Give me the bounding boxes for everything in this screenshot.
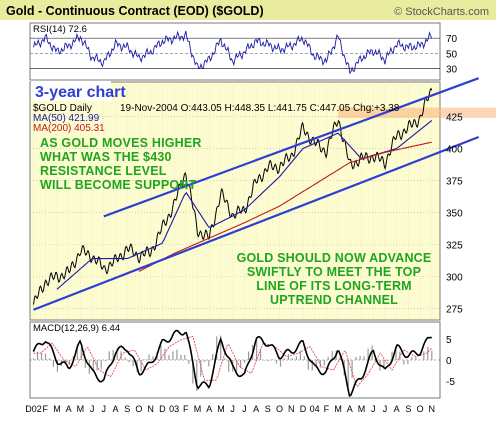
channel-upper-line (103, 77, 480, 218)
resistance-zone-band (338, 107, 496, 118)
x-tick-label: J (90, 404, 95, 414)
x-tick-label: J (102, 404, 107, 414)
ma50-legend: MA(50) 421.99 (33, 113, 100, 124)
rsi-line (33, 30, 433, 75)
chart-title: Gold - Continuous Contract (EOD) ($GOLD) (6, 4, 264, 18)
advance-annotation-line: SWIFTLY TO MEET THE TOP (247, 265, 421, 279)
x-tick-label: N (147, 404, 154, 414)
price-tick-label: 375 (446, 177, 463, 188)
support-annotation: AS GOLD MOVES HIGHER WHAT WAS THE $430 R… (40, 136, 202, 192)
x-tick-label: J (383, 404, 388, 414)
support-annotation-line: WILL BECOME SUPPORT (40, 178, 197, 192)
x-tick-label: S (405, 404, 411, 414)
x-tick-label: N (288, 404, 295, 414)
x-tick-label: F (42, 404, 48, 414)
advance-annotation-line: UPTREND CHANNEL (270, 293, 398, 307)
rsi-tick-label: 30 (446, 65, 458, 76)
rsi-tick-label: 50 (446, 49, 458, 60)
x-tick-label: M (53, 404, 61, 414)
x-tick-label: J (371, 404, 376, 414)
macd-tick-label: -5 (446, 377, 455, 388)
x-tick-label: M (334, 404, 342, 414)
x-tick-label: A (206, 404, 212, 414)
x-tick-label: J (230, 404, 235, 414)
x-tick-label: D02 (25, 404, 42, 414)
x-tick-label: D (159, 404, 166, 414)
x-tick-label: O (276, 404, 283, 414)
x-tick-label: S (124, 404, 130, 414)
macd-tick-label: 0 (446, 356, 452, 367)
price-tick-label: 350 (446, 209, 463, 220)
rsi-panel (29, 22, 441, 81)
x-tick-label: M (217, 404, 225, 414)
x-tick-label: O (135, 404, 142, 414)
x-tick-label: D (300, 404, 307, 414)
support-annotation-line: AS GOLD MOVES HIGHER (40, 136, 202, 150)
macd-label: MACD(12,26,9) 6.44 (33, 323, 120, 334)
price-plot (33, 87, 433, 305)
rsi-tick-label: 70 (446, 34, 458, 45)
x-tick-label: 03 (169, 404, 179, 414)
advance-annotation: GOLD SHOULD NOW ADVANCE SWIFTLY TO MEET … (237, 251, 432, 307)
price-grid (30, 82, 440, 320)
x-tick-label: F (183, 404, 189, 414)
macd-tick-label: 5 (446, 335, 452, 346)
advance-annotation-line: LINE OF ITS LONG-TERM (256, 279, 412, 293)
macd-line (32, 329, 432, 398)
macd-signal-line (33, 335, 433, 387)
x-tick-label: 04 (310, 404, 320, 414)
x-tick-label: O (417, 404, 424, 414)
price-tick-label: 300 (446, 272, 463, 283)
ma200-line (138, 141, 432, 272)
price-tick-label: 325 (446, 241, 463, 252)
x-tick-label: A (66, 404, 72, 414)
rsi-label: RSI(14) 72.6 (33, 24, 87, 35)
support-annotation-line: WHAT WAS THE $430 (40, 150, 172, 164)
support-annotation-line: RESISTANCE LEVEL (40, 164, 167, 178)
advance-annotation-line: GOLD SHOULD NOW ADVANCE (237, 251, 432, 265)
resistance-zone (338, 107, 496, 118)
x-tick-label: M (194, 404, 202, 414)
x-tick-label: A (113, 404, 119, 414)
x-tick-label: A (347, 404, 353, 414)
channel-lower-line (33, 135, 480, 311)
watermark: © StockCharts.com (394, 6, 489, 18)
x-tick-label: F (324, 404, 330, 414)
x-tick-label: N (429, 404, 436, 414)
ma200-legend: MA(200) 405.31 (33, 123, 105, 134)
x-tick-label: M (77, 404, 85, 414)
x-tick-label: A (394, 404, 400, 414)
symbol-label: $GOLD Daily (33, 103, 92, 114)
x-tick-label: A (253, 404, 259, 414)
x-tick-label: M (358, 404, 366, 414)
price-tick-label: 275 (446, 304, 463, 315)
price-line (33, 87, 433, 305)
period-label-box (31, 81, 111, 101)
rsi-plot (30, 30, 440, 75)
trend-channel (33, 77, 480, 311)
price-tick-label: 400 (446, 145, 463, 156)
price-panel (29, 81, 441, 321)
price-tick-label: 425 (446, 113, 463, 124)
title-bar (0, 0, 496, 20)
x-tick-label: J (242, 404, 247, 414)
x-tick-label: S (265, 404, 271, 414)
period-label: 3-year chart (35, 84, 126, 101)
quote-label: 19-Nov-2004 O:443.05 H:448.35 L:441.75 C… (120, 103, 400, 114)
macd-plot (30, 329, 440, 398)
